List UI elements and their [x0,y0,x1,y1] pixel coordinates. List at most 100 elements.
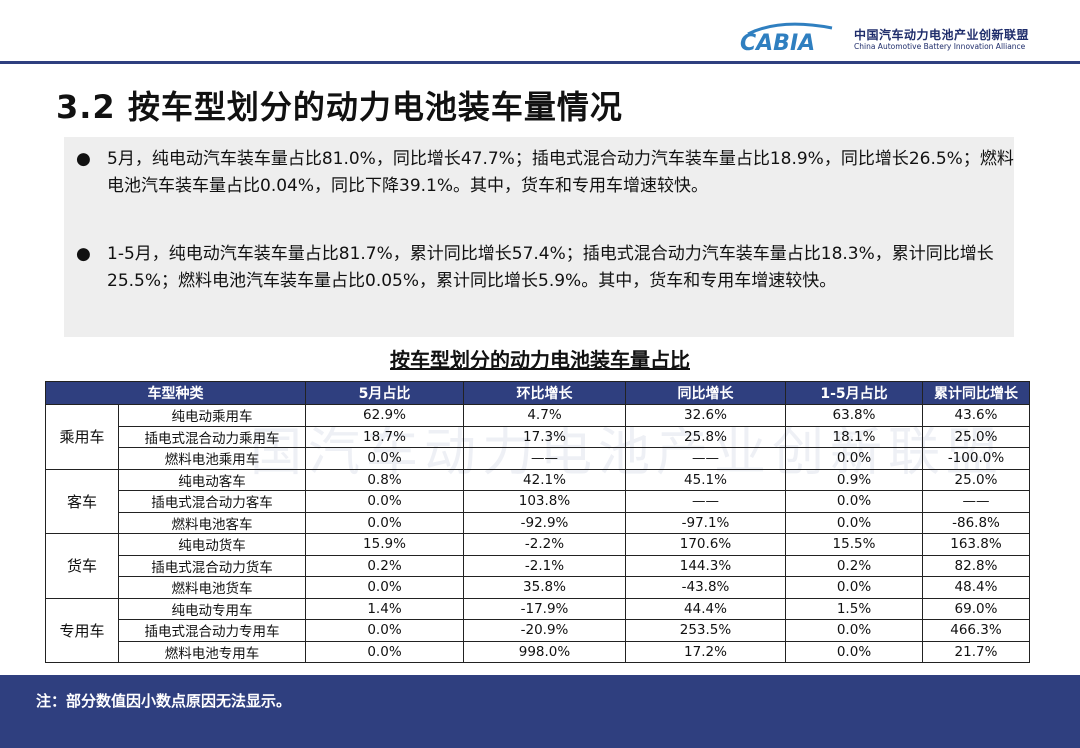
category-cell: 客车 [45,468,119,534]
value-cell: 48.4% [922,576,1030,599]
value-cell: 0.2% [305,554,464,577]
value-cell: —— [463,447,626,470]
value-cell: 0.0% [305,511,464,534]
column-header: 1-5月占比 [785,381,923,405]
table-header-row: 车型种类 5月占比 环比增长 同比增长 1-5月占比 累计同比增长 [45,381,1030,405]
vehicle-type-cell: 纯电动货车 [118,533,306,556]
value-cell: -100.0% [922,447,1030,470]
value-cell: —— [625,447,786,470]
value-cell: 32.6% [625,404,786,427]
value-cell: -97.1% [625,511,786,534]
value-cell: 44.4% [625,597,786,620]
value-cell: 0.0% [305,490,464,513]
value-cell: 15.9% [305,533,464,556]
vehicle-type-cell: 纯电动客车 [118,468,306,491]
value-cell: 45.1% [625,468,786,491]
value-cell: -2.1% [463,554,626,577]
value-cell: 0.0% [305,619,464,642]
summary-box: ● 5月，纯电动汽车装车量占比81.0%，同比增长47.7%；插电式混合动力汽车… [64,137,1014,337]
value-cell: 0.0% [785,576,923,599]
logo-text: CABIA [740,31,815,56]
value-cell: 25.0% [922,468,1030,491]
vehicle-type-cell: 燃料电池客车 [118,511,306,534]
value-cell: 18.7% [305,425,464,448]
value-cell: 15.5% [785,533,923,556]
value-cell: -20.9% [463,619,626,642]
page-title: 3.2 按车型划分的动力电池装车量情况 [56,88,623,126]
vehicle-type-cell: 燃料电池货车 [118,576,306,599]
table-row: 专用车 纯电动专用车 1.4% -17.9% 44.4% 1.5% 69.0% [45,597,1030,663]
vehicle-type-cell: 燃料电池乘用车 [118,447,306,470]
value-cell: 21.7% [922,640,1030,663]
value-cell: 17.2% [625,640,786,663]
value-cell: 18.1% [785,425,923,448]
value-cell: 35.8% [463,576,626,599]
table-row: 插电式混合动力客车 0.0% 103.8% —— 0.0% —— [46,490,1030,513]
value-cell: 0.8% [305,468,464,491]
value-cell: 17.3% [463,425,626,448]
vehicle-type-cell: 纯电动乘用车 [118,404,306,427]
value-cell: -43.8% [625,576,786,599]
table-title: 按车型划分的动力电池装车量占比 [390,348,690,372]
value-cell: 42.1% [463,468,626,491]
header-divider [0,61,1080,64]
value-cell: 163.8% [922,533,1030,556]
cabia-logo-mark: CABIA [740,22,833,56]
table-row: 燃料电池货车 0.0% 35.8% -43.8% 0.0% 48.4% [46,576,1030,599]
org-name-en: China Automotive Battery Innovation Alli… [854,42,1026,51]
column-header: 车型种类 [45,381,306,405]
table-row: 乘用车 纯电动乘用车 62.9% 4.7% 32.6% 63.8% 43.6% [45,404,1030,470]
value-cell: 466.3% [922,619,1030,642]
table-row: 燃料电池乘用车 0.0% —— —— 0.0% -100.0% [46,447,1030,470]
value-cell: 0.9% [785,468,923,491]
vehicle-type-cell: 插电式混合动力客车 [118,490,306,513]
value-cell: 25.8% [625,425,786,448]
data-table: 车型种类 5月占比 环比增长 同比增长 1-5月占比 累计同比增长 乘用车 纯电动… [45,381,1030,663]
value-cell: 0.0% [785,619,923,642]
value-cell: 62.9% [305,404,464,427]
vehicle-type-cell: 燃料电池专用车 [118,640,306,663]
table-row: 货车 纯电动货车 15.9% -2.2% 170.6% 15.5% 163.8% [45,533,1030,599]
value-cell: 0.0% [305,640,464,663]
bullet-text: 5月，纯电动汽车装车量占比81.0%，同比增长47.7%；插电式混合动力汽车装车… [107,149,1014,196]
column-header: 环比增长 [463,381,626,405]
vehicle-type-cell: 插电式混合动力乘用车 [118,425,306,448]
bullet-dot-icon: ● [76,149,91,169]
vehicle-type-cell: 插电式混合动力货车 [118,554,306,577]
vehicle-type-cell: 插电式混合动力专用车 [118,619,306,642]
bullet-dot-icon: ● [76,244,91,264]
value-cell: 0.2% [785,554,923,577]
value-cell: 1.4% [305,597,464,620]
table-row: 燃料电池专用车 0.0% 998.0% 17.2% 0.0% 21.7% [46,640,1030,663]
value-cell: 103.8% [463,490,626,513]
value-cell: —— [922,490,1030,513]
column-header: 5月占比 [305,381,464,405]
value-cell: 4.7% [463,404,626,427]
value-cell: 0.0% [785,511,923,534]
footer-note: 注：部分数值因小数点原因无法显示。 [36,692,292,710]
footer-bar: 注：部分数值因小数点原因无法显示。 [0,675,1080,748]
table-row: 客车 纯电动客车 0.8% 42.1% 45.1% 0.9% 25.0% [45,468,1030,534]
column-header: 累计同比增长 [922,381,1030,405]
org-name-cn: 中国汽车动力电池产业创新联盟 [854,28,1030,42]
column-header: 同比增长 [625,381,786,405]
top-header: CABIA 中国汽车动力电池产业创新联盟 China Automotive Ba… [0,0,1080,60]
value-cell: 0.0% [785,447,923,470]
value-cell: 69.0% [922,597,1030,620]
value-cell: 25.0% [922,425,1030,448]
cabia-logo: CABIA 中国汽车动力电池产业创新联盟 China Automotive Ba… [740,20,1040,56]
value-cell: 144.3% [625,554,786,577]
value-cell: 1.5% [785,597,923,620]
value-cell: 0.0% [305,576,464,599]
category-cell: 专用车 [45,597,119,663]
table-row: 燃料电池客车 0.0% -92.9% -97.1% 0.0% -86.8% [46,511,1030,534]
value-cell: -92.9% [463,511,626,534]
value-cell: 82.8% [922,554,1030,577]
bullet-text: 1-5月，纯电动汽车装车量占比81.7%，累计同比增长57.4%；插电式混合动力… [107,244,994,291]
table-row: 插电式混合动力乘用车 18.7% 17.3% 25.8% 18.1% 25.0% [46,425,1030,448]
value-cell: 170.6% [625,533,786,556]
table-row: 插电式混合动力货车 0.2% -2.1% 144.3% 0.2% 82.8% [46,554,1030,577]
value-cell: -17.9% [463,597,626,620]
category-cell: 货车 [45,533,119,599]
table-row: 插电式混合动力专用车 0.0% -20.9% 253.5% 0.0% 466.3% [46,619,1030,642]
